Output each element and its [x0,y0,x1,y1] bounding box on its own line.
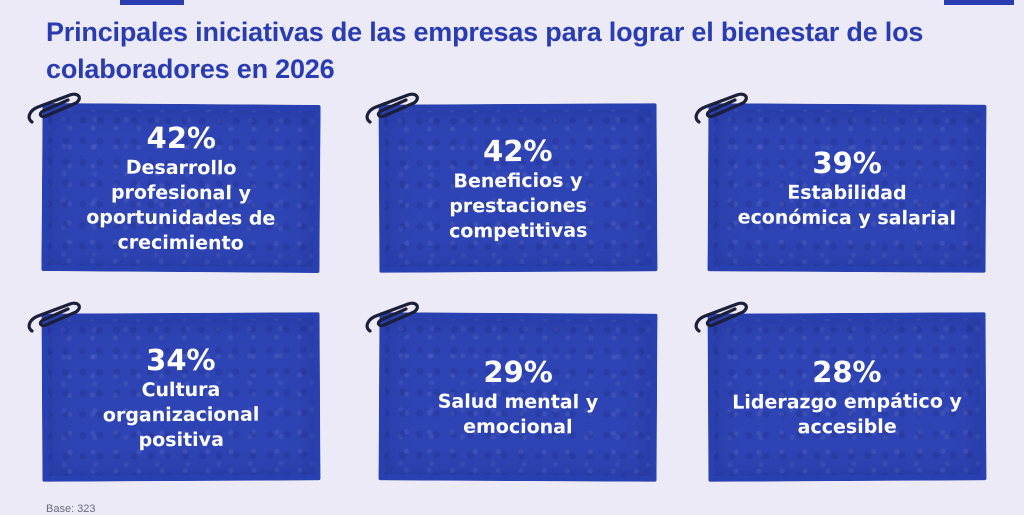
base-footnote: Base: 323 [46,503,96,515]
initiative-label: Liderazgo empático y accesible [732,390,962,439]
corner-decoration-left [120,0,184,5]
initiative-label: Estabilidad económica y salarial [737,181,957,230]
initiative-percentage: 39% [812,145,882,181]
initiative-percentage: 28% [812,354,882,390]
paperclip-icon [365,301,419,333]
paperclip-icon [27,301,81,333]
paperclip-icon [694,301,748,333]
initiative-label: Salud mental y emocional [437,390,599,439]
initiative-label: Cultura organizacional positiva [102,378,260,451]
paperclip-icon [694,92,748,124]
chart-title: Principales iniciativas de las empresas … [46,17,924,84]
corner-decoration-right [944,0,1014,5]
initiative-percentage: 29% [483,354,553,390]
initiative-percentage: 42% [482,133,553,168]
initiative-percentage: 34% [145,342,216,377]
initiative-percentage: 42% [146,120,217,156]
initiative-label: Desarrollo profesional y oportunidades d… [86,156,276,255]
paperclip-icon [365,92,419,124]
paperclip-icon [27,92,81,124]
initiative-label: Beneficios y prestaciones competitivas [449,169,588,242]
